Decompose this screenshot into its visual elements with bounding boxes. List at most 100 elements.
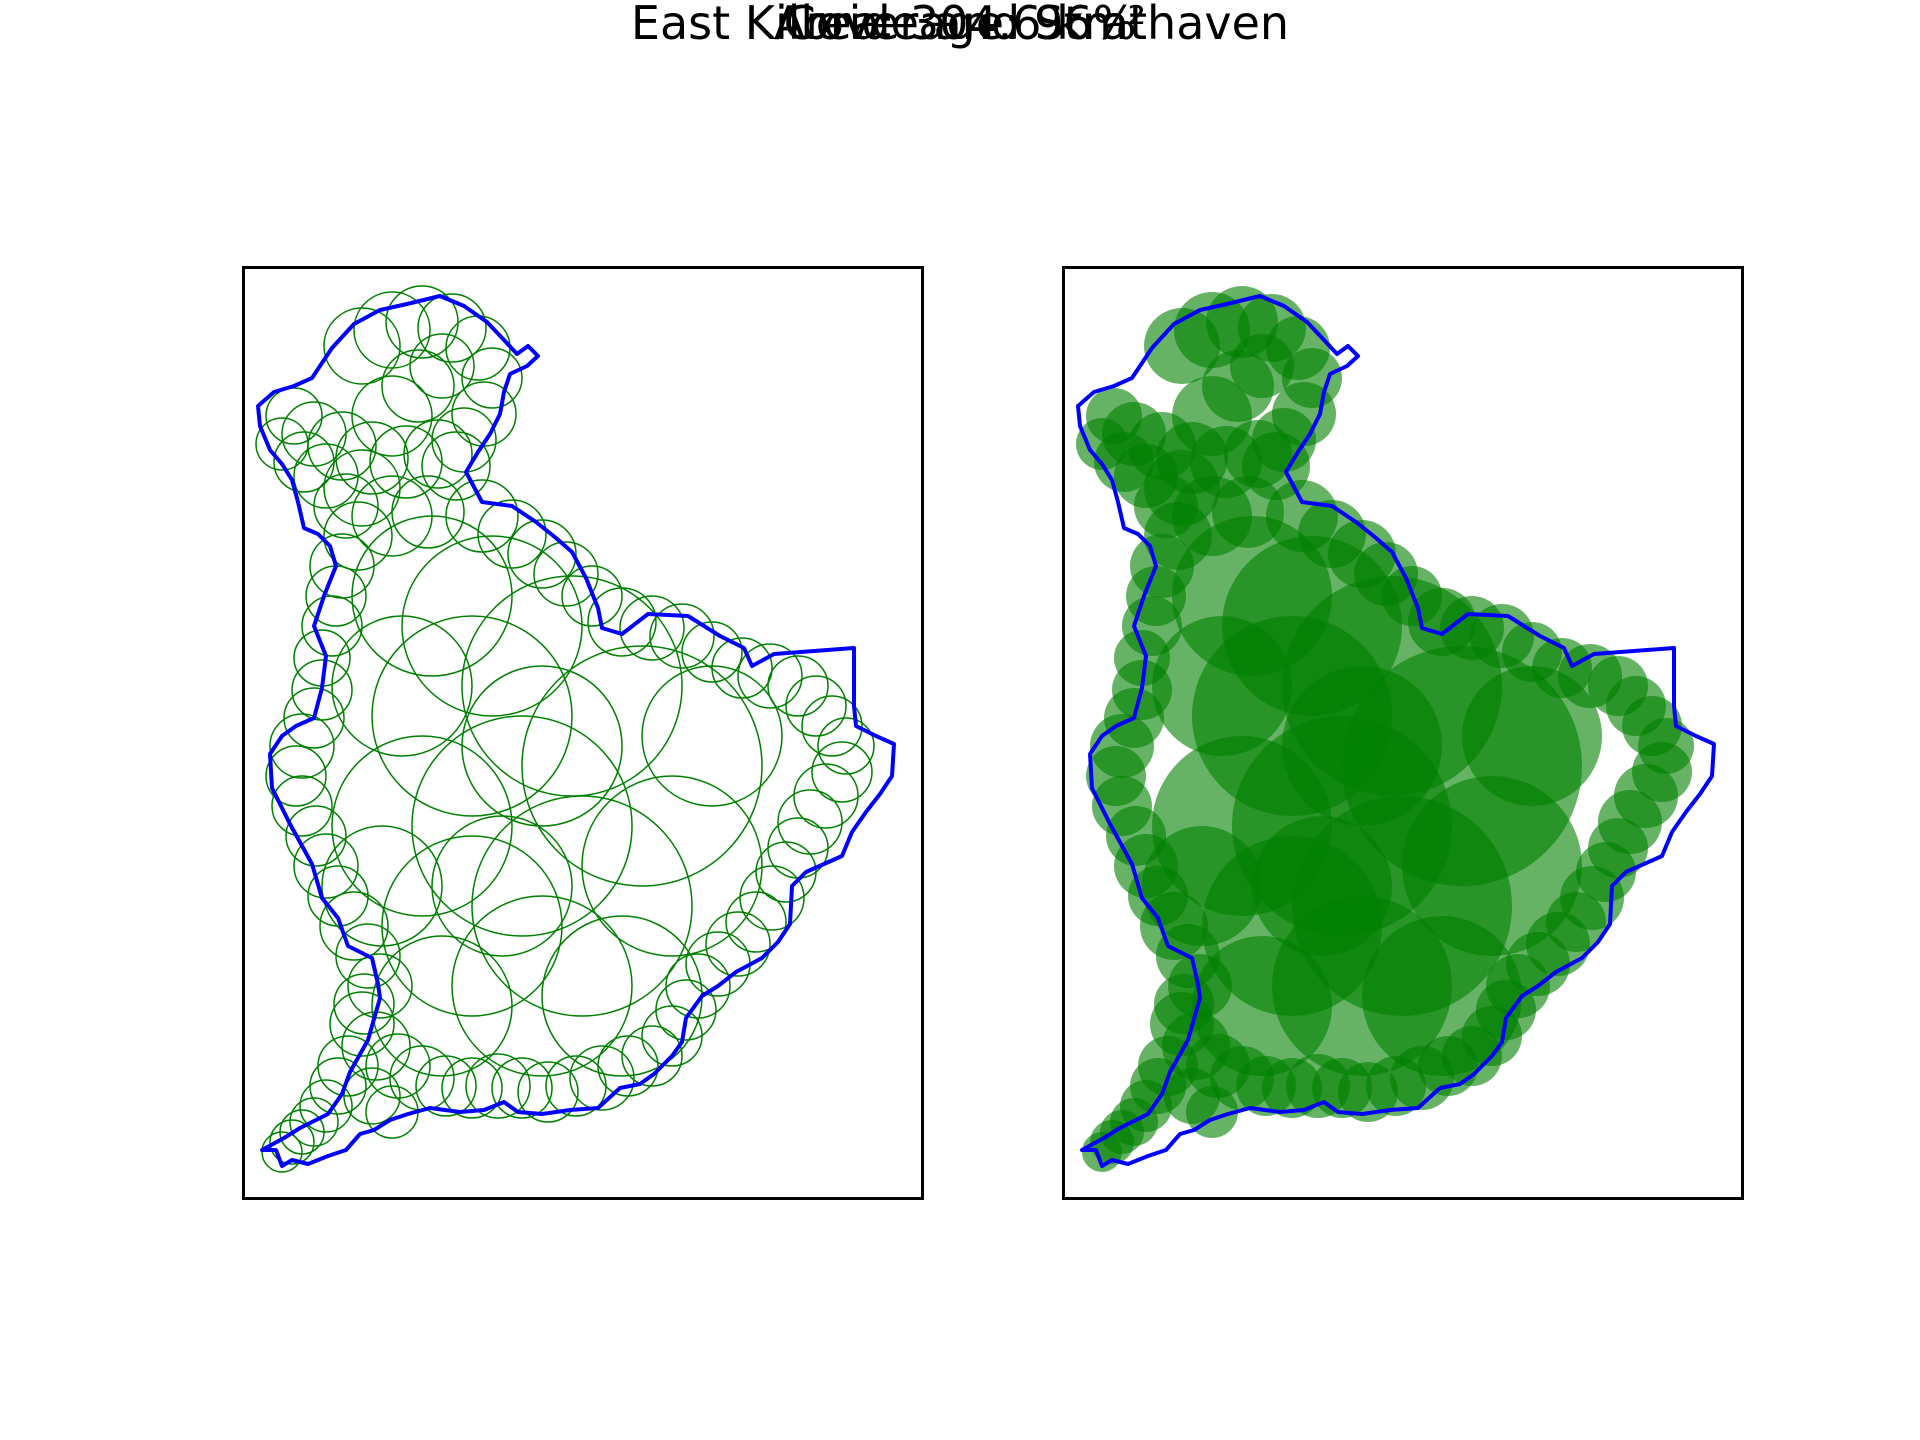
coverage-circle bbox=[417, 293, 487, 363]
coverage-circle bbox=[517, 1061, 579, 1123]
coverage-circle bbox=[777, 789, 843, 855]
coverage-circle bbox=[333, 973, 395, 1035]
coverage-circle bbox=[283, 687, 345, 749]
coverage-circle bbox=[323, 501, 393, 571]
coverage-circle bbox=[331, 735, 513, 917]
coverage-circle bbox=[331, 615, 473, 757]
coverage-circle bbox=[299, 1079, 353, 1133]
coverage-circle bbox=[649, 603, 715, 669]
coverage-circle bbox=[421, 431, 491, 501]
coverage-circle-filled bbox=[1462, 666, 1602, 806]
coverage-circle bbox=[811, 741, 873, 803]
coverage-circle bbox=[665, 953, 731, 1019]
coverage-circle bbox=[561, 565, 623, 627]
coverage-circle bbox=[461, 575, 683, 797]
coverage-circle bbox=[441, 1057, 503, 1119]
map-panel-outline-circles bbox=[242, 266, 924, 1200]
coverage-circle bbox=[705, 911, 771, 977]
coverage-circle bbox=[353, 291, 431, 369]
coverage-circle-filled bbox=[1252, 816, 1392, 956]
coverage-circle bbox=[269, 1119, 315, 1165]
coverage-circle bbox=[343, 1067, 401, 1125]
coverage-circle bbox=[255, 417, 309, 471]
coverage-circle bbox=[581, 775, 763, 957]
coverage-circle bbox=[313, 473, 379, 539]
coverage-circle bbox=[409, 333, 475, 399]
map-title: East Kilbride and Strathaven bbox=[630, 0, 1290, 50]
area-label: Area: 304.6 km² bbox=[773, 0, 1147, 50]
coverage-circle bbox=[411, 715, 633, 937]
coverage-circle bbox=[755, 841, 817, 903]
coverage-circle bbox=[471, 795, 693, 1017]
coverage-circle bbox=[477, 499, 547, 569]
coverage-circle bbox=[431, 815, 573, 957]
coverage-circle bbox=[725, 891, 787, 953]
coverage-circle bbox=[381, 349, 455, 423]
coverage-circle bbox=[323, 307, 401, 385]
coverage-circle bbox=[737, 643, 803, 709]
coverage-circle bbox=[347, 953, 413, 1019]
coverage-circle bbox=[545, 1055, 607, 1117]
panel-frame bbox=[242, 266, 924, 1200]
coverage-circle-filled bbox=[1230, 334, 1294, 398]
coverage-circles bbox=[1076, 286, 1694, 1172]
coverage-circle bbox=[365, 1033, 431, 1099]
coverage-circle-filled bbox=[1282, 666, 1442, 826]
coverage-circle bbox=[321, 825, 443, 947]
coverage-circle-filled bbox=[1192, 936, 1332, 1076]
coverage-circle bbox=[323, 449, 401, 527]
coverage-circle bbox=[785, 675, 847, 737]
coverage-circle bbox=[681, 621, 743, 683]
coverage-circles bbox=[255, 285, 875, 1173]
coverage-circle bbox=[265, 745, 327, 807]
coverage-circle bbox=[309, 1057, 367, 1115]
coverage-circle bbox=[319, 891, 389, 961]
coverage-circle bbox=[641, 1005, 703, 1067]
coverage-circle bbox=[293, 833, 359, 899]
coverage-circle-filled bbox=[1362, 916, 1522, 1076]
coverage-circle bbox=[521, 645, 763, 887]
coverage-circle bbox=[507, 519, 577, 589]
coverage-circle bbox=[385, 285, 459, 359]
coverage-circle bbox=[335, 421, 409, 495]
coverage-circle bbox=[767, 817, 829, 879]
coverage-circle bbox=[451, 895, 633, 1077]
coverage-circle bbox=[369, 425, 443, 499]
coverage-circle bbox=[569, 1045, 635, 1111]
coverage-circle bbox=[271, 775, 333, 837]
coverage-circle bbox=[269, 713, 335, 779]
coverage-circle bbox=[415, 1055, 477, 1117]
coverage-circle bbox=[621, 1025, 683, 1087]
coverage-circle bbox=[381, 835, 563, 1017]
coverage-circle bbox=[465, 1053, 531, 1119]
coverage-circle bbox=[291, 659, 353, 721]
coverage-circle bbox=[351, 515, 513, 677]
coverage-circle bbox=[285, 805, 347, 867]
coverage-label: Coverage: 96% bbox=[783, 0, 1137, 50]
district-boundary bbox=[1076, 294, 1716, 1168]
coverage-circle-filled bbox=[1402, 776, 1582, 956]
coverage-circle bbox=[619, 595, 685, 661]
coverage-circle-filled bbox=[1152, 616, 1292, 756]
coverage-circle bbox=[265, 387, 323, 445]
coverage-circle bbox=[445, 315, 511, 381]
coverage-circle bbox=[817, 717, 875, 775]
coverage-circle bbox=[445, 479, 519, 553]
coverage-circle bbox=[767, 655, 829, 717]
coverage-circle bbox=[641, 665, 783, 807]
coverage-circle bbox=[329, 991, 395, 1057]
coverage-circle bbox=[533, 541, 599, 607]
coverage-circle bbox=[491, 1057, 553, 1119]
coverage-circle bbox=[461, 347, 523, 409]
coverage-circle bbox=[371, 935, 513, 1077]
coverage-circle bbox=[351, 375, 433, 457]
panel-frame bbox=[1062, 266, 1744, 1200]
coverage-circle bbox=[801, 695, 863, 757]
map-panel-filled-circles bbox=[1062, 266, 1744, 1200]
coverage-circle bbox=[335, 923, 401, 989]
coverage-circle-filled bbox=[1142, 826, 1262, 946]
coverage-circle bbox=[461, 665, 623, 827]
district-boundary bbox=[256, 294, 896, 1168]
coverage-circle bbox=[793, 763, 859, 829]
coverage-circle bbox=[281, 401, 347, 467]
